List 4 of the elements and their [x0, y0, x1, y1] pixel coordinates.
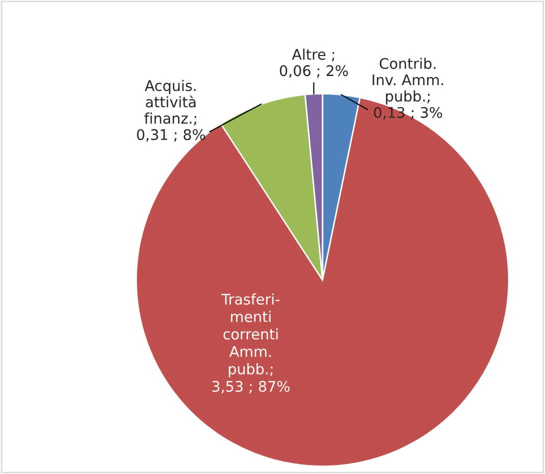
slice-label: Acquis. attività finanz.; 0,31 ; 8% — [137, 80, 206, 142]
slice-label: Altre ; 0,06 ; 2% — [280, 48, 348, 78]
slice-label: Trasferi- menti correnti Amm. pubb.; 3,53 ; 87% — [212, 293, 290, 394]
slice-label: Contrib. Inv. Amm. pubb.; 0,13 ; 3% — [372, 58, 444, 120]
